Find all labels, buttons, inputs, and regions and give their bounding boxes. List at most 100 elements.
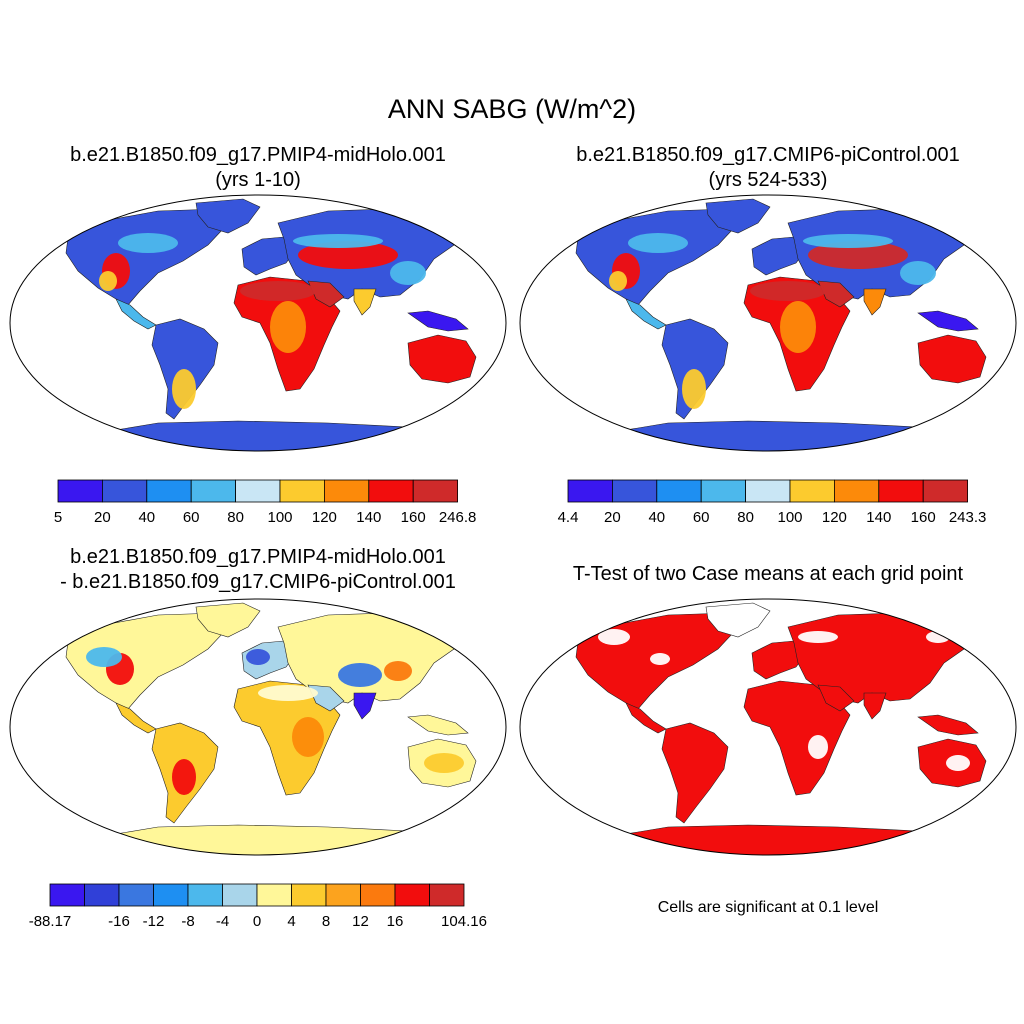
colorbar-box [567, 479, 613, 503]
colorbar-box [360, 883, 396, 907]
panel-3-title-line2: - b.e21.B1850.f09_g17.CMIP6-piControl.00… [60, 571, 456, 593]
land-antarctica [97, 420, 450, 451]
colorbar-tick-label: -8 [181, 913, 194, 930]
field-patch [384, 661, 412, 681]
colorbar-tick-label: 60 [693, 509, 710, 526]
field-patch [292, 717, 324, 757]
colorbar-box [84, 883, 120, 907]
map-panel-midholo [9, 194, 507, 452]
land-antarctica [607, 824, 960, 855]
colorbar-box [187, 883, 223, 907]
colorbar-box [102, 479, 148, 503]
land-se-asia [917, 714, 979, 736]
colorbar-tick-label: 4.4 [558, 509, 579, 526]
panel-2-title-line1: b.e21.B1850.f09_g17.CMIP6-piControl.001 [576, 144, 960, 166]
panel-1-title: b.e21.B1850.f09_g17.PMIP4-midHolo.001 (y… [8, 143, 508, 193]
colorbar-tick-label: 12 [352, 913, 369, 930]
colorbar-box [291, 883, 327, 907]
colorbar-tick-label: 160 [401, 509, 426, 526]
land-arabia [817, 684, 855, 712]
colorbar-box [323, 479, 370, 503]
colorbar-box [49, 883, 85, 907]
panel-4-title: T-Test of two Case means at each grid po… [572, 563, 964, 585]
colorbar-tick-label: 5 [54, 509, 62, 526]
land-australia [917, 334, 987, 384]
colorbar-tick-label: -88.17 [29, 913, 72, 930]
colorbar-tick-label: 140 [866, 509, 891, 526]
colorbar-tick-label: 120 [312, 509, 337, 526]
colorbar-tick-label: 243.3 [949, 509, 987, 526]
colorbar-tick-label: 140 [356, 509, 381, 526]
colorbar-tick-label: 120 [822, 509, 847, 526]
map-outline [9, 194, 507, 452]
field-patch [86, 647, 122, 667]
colorbar-box [700, 479, 746, 503]
colorbar-box [833, 479, 880, 503]
colorbar-tick-label: 60 [183, 509, 200, 526]
land-north-america [65, 612, 241, 710]
land-central-am [625, 702, 667, 734]
map-content [65, 602, 477, 855]
field-patch [598, 629, 630, 645]
colorbar-tick-label: 246.8 [439, 509, 477, 526]
colorbar-box [190, 479, 236, 503]
main-title: ANN SABG (W/m^2) [387, 94, 637, 124]
land-antarctica [97, 824, 450, 855]
land-australia [407, 334, 477, 384]
field-patch [926, 631, 950, 643]
colorbar-tick-label: 16 [387, 913, 404, 930]
land-arabia [307, 280, 345, 308]
field-patch [298, 241, 398, 269]
map-content [575, 198, 987, 451]
land-india [863, 692, 887, 720]
map-panel-picontrol [519, 194, 1017, 452]
colorbar-tick-label: 80 [737, 509, 754, 526]
colorbar-box [789, 479, 835, 503]
map-outline [9, 598, 507, 856]
field-patch [808, 241, 908, 269]
land-greenland [705, 602, 771, 638]
land-europe [751, 640, 809, 680]
field-patch [609, 271, 627, 291]
significance-note: Cells are significant at 0.1 level [657, 899, 879, 916]
colorbar-tick-label: 0 [253, 913, 261, 930]
colorbar-tick-label: 4 [287, 913, 295, 930]
field-patch [798, 631, 838, 643]
land-se-asia [407, 714, 469, 736]
colorbar-tick-label: 104.16 [441, 913, 487, 930]
colorbar-box [325, 883, 361, 907]
field-patch [172, 369, 196, 409]
field-patch [946, 755, 970, 771]
land-south-america [661, 722, 729, 824]
colorbar-box [118, 883, 154, 907]
panel-3-title: b.e21.B1850.f09_g17.PMIP4-midHolo.001 - … [8, 545, 508, 595]
field-patch [780, 301, 816, 353]
land-central-am [625, 298, 667, 330]
colorbar-tick-label: 100 [777, 509, 802, 526]
colorbar-tick-label: -16 [108, 913, 130, 930]
field-patch [628, 233, 688, 253]
field-patch [270, 301, 306, 353]
map-content [65, 198, 477, 451]
colorbar-box [256, 883, 292, 907]
field-patch [293, 234, 383, 248]
panel-1-title-line1: b.e21.B1850.f09_g17.PMIP4-midHolo.001 [70, 144, 446, 166]
land-india [353, 288, 377, 316]
map-content [575, 602, 987, 855]
map-outline [519, 194, 1017, 452]
colorbar-tick-label: 160 [911, 509, 936, 526]
land-greenland [195, 602, 261, 638]
field-patch [172, 759, 196, 795]
colorbar-tick-label: -12 [143, 913, 165, 930]
field-patch [808, 735, 828, 759]
field-patch [99, 271, 117, 291]
map-panel-difference [9, 598, 507, 856]
colorbar-box [146, 479, 192, 503]
land-europe [241, 236, 299, 276]
land-greenland [195, 198, 261, 234]
field-patch [803, 234, 893, 248]
colorbar-box [222, 883, 258, 907]
colorbar-tick-label: 8 [322, 913, 330, 930]
colorbar-box [57, 479, 103, 503]
colorbar-tick-label: -4 [216, 913, 229, 930]
